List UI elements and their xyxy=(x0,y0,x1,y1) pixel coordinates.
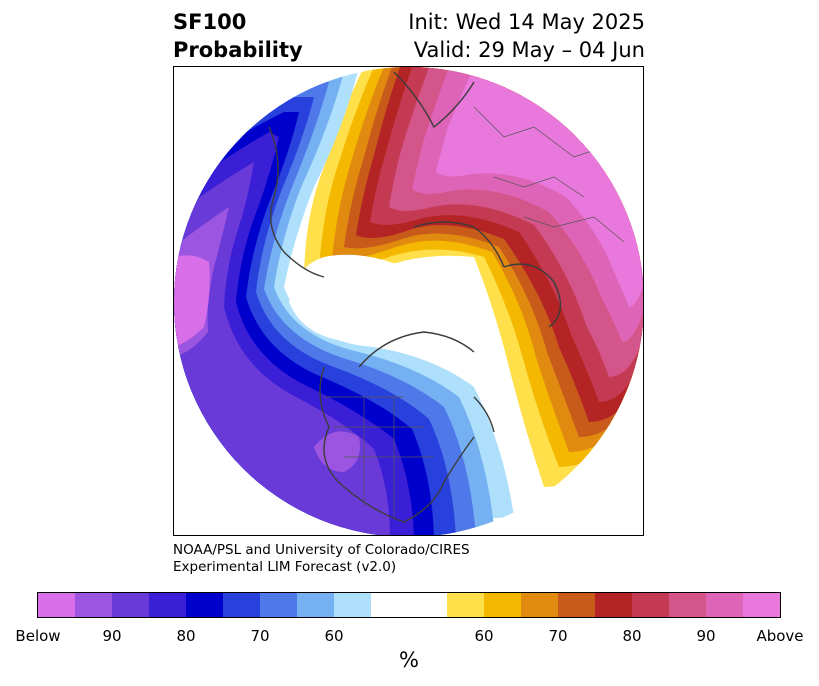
colorbar-unit: % xyxy=(399,648,419,672)
product-name: Probability xyxy=(173,38,303,62)
colorbar-below-swatch xyxy=(334,593,371,617)
colorbar-tick-label: 90 xyxy=(102,627,122,645)
below-normal-region xyxy=(174,67,514,535)
credit-line-2: Experimental LIM Forecast (v2.0) xyxy=(173,559,397,575)
colorbar-below-swatch xyxy=(223,593,260,617)
colorbar-tick-label: Above xyxy=(756,627,804,645)
colorbar-tick-label: 80 xyxy=(176,627,196,645)
colorbar-below-swatch xyxy=(75,593,112,617)
colorbar-above-swatch xyxy=(669,593,706,617)
valid-range: Valid: 29 May – 04 Jun xyxy=(413,38,645,62)
coastlines xyxy=(268,71,562,523)
colorbar-tick-label: 80 xyxy=(622,627,642,645)
colorbar xyxy=(37,592,781,618)
colorbar-below-swatch xyxy=(112,593,149,617)
colorbar-tick-label: Below xyxy=(15,627,61,645)
map-title: SF100 Probability xyxy=(173,8,303,64)
colorbar-tick-label: 70 xyxy=(548,627,568,645)
credit-line-1: NOAA/PSL and University of Colorado/CIRE… xyxy=(173,542,470,558)
colorbar-above-swatch xyxy=(595,593,632,617)
colorbar-below-swatch xyxy=(297,593,334,617)
colorbar-neutral-swatch xyxy=(371,593,447,617)
colorbar-below-swatch xyxy=(260,593,297,617)
probability-map xyxy=(173,66,644,536)
colorbar-above-swatch xyxy=(521,593,558,617)
colorbar-below-swatch xyxy=(186,593,223,617)
colorbar-above-swatch xyxy=(558,593,595,617)
colorbar-above-swatch xyxy=(632,593,669,617)
colorbar-tick-label: 60 xyxy=(474,627,494,645)
colorbar-above-swatch xyxy=(706,593,743,617)
colorbar-above-swatch xyxy=(484,593,521,617)
colorbar-tick-label: 90 xyxy=(696,627,716,645)
near-normal-region xyxy=(289,254,501,397)
colorbar-below-swatch xyxy=(149,593,186,617)
colorbar-above-swatch xyxy=(743,593,780,617)
borders xyxy=(324,106,625,517)
init-date: Init: Wed 14 May 2025 xyxy=(408,10,645,34)
variable-name: SF100 xyxy=(173,10,247,34)
credit-text: NOAA/PSL and University of Colorado/CIRE… xyxy=(173,542,470,576)
forecast-dates: Init: Wed 14 May 2025 Valid: 29 May – 04… xyxy=(408,8,645,64)
colorbar-tick-label: 70 xyxy=(250,627,270,645)
colorbar-tick-label: 60 xyxy=(324,627,344,645)
colorbar-above-swatch xyxy=(447,593,484,617)
polar-map-svg xyxy=(174,67,643,535)
colorbar-below-swatch xyxy=(38,593,75,617)
